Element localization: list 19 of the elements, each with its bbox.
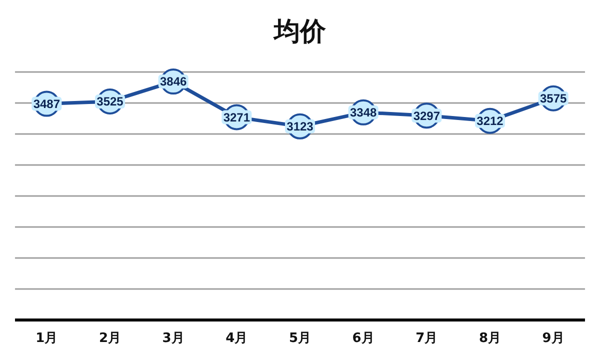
x-tick-label: 5月 [288, 331, 312, 346]
data-label: 3212 [476, 114, 504, 128]
data-label: 3348 [350, 106, 378, 120]
x-tick-label: 7月 [416, 331, 438, 346]
x-tick-label: 4月 [226, 331, 248, 346]
data-label: 3846 [160, 74, 188, 89]
x-tick-label: 6月 [352, 331, 374, 346]
x-tick-label: 9月 [542, 331, 564, 346]
x-tick-label: 8月 [478, 331, 502, 346]
data-label: 3487 [33, 97, 60, 112]
data-label: 3271 [223, 110, 250, 124]
data-label: 3123 [286, 120, 314, 134]
data-label: 3297 [413, 108, 440, 123]
chart-title: 均价 [272, 17, 327, 47]
data-label: 3575 [540, 92, 568, 106]
x-tick-label: 3月 [162, 331, 184, 346]
data-label: 3525 [96, 94, 124, 109]
x-tick-label: 2月 [98, 331, 122, 346]
x-tick-label: 1月 [36, 331, 58, 346]
